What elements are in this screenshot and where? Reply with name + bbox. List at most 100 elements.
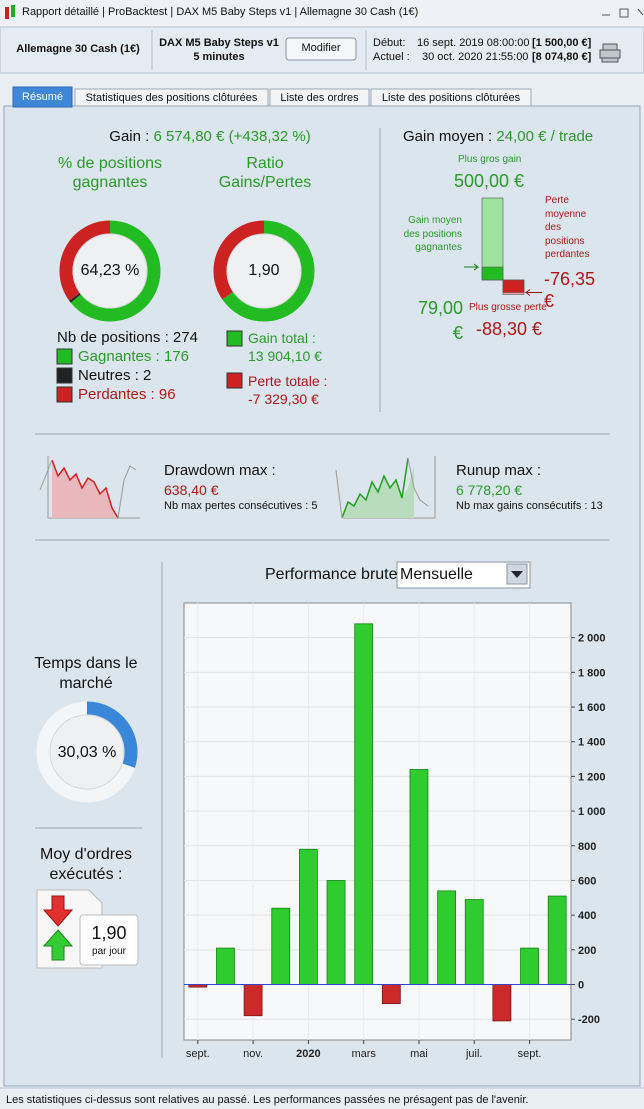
tab-label[interactable]: Liste des positions clôturées xyxy=(381,92,521,104)
window-tab[interactable]: ProBacktest xyxy=(108,6,168,18)
donut-segment xyxy=(213,220,265,300)
avg-gain-label: Gain moyen : xyxy=(403,128,493,145)
y-tick-label: 2 000 xyxy=(578,633,606,645)
label: Neutres : xyxy=(78,367,139,384)
window-tabs: Rapport détaillé | ProBacktest | DAX M5 … xyxy=(22,6,419,18)
value: 2 xyxy=(143,367,152,384)
drawdown-label: Drawdown max : xyxy=(164,462,276,479)
gain-label: Gain : xyxy=(109,128,150,145)
y-tick-label: 200 xyxy=(578,945,596,957)
bar xyxy=(354,623,374,985)
orders-unit: par jour xyxy=(92,946,126,957)
bar xyxy=(520,947,539,985)
donut-center xyxy=(49,714,125,790)
x-tick-label: mars xyxy=(351,1048,376,1060)
positions-neutral: Neutres : 2 xyxy=(78,367,151,384)
avg-win-bar xyxy=(481,266,504,281)
window-tab[interactable]: Rapport détaillé xyxy=(22,6,100,18)
positions-total: Nb de positions : 274 xyxy=(57,329,198,346)
legend-swatch xyxy=(226,330,243,347)
loss-total-value: -7 329,30 € xyxy=(248,391,319,407)
donut-segment xyxy=(59,220,111,301)
modify-button-label[interactable]: Modifier xyxy=(301,42,341,54)
avg-gain: Gain moyen : 24,00 € / trade xyxy=(403,128,593,145)
y-tick-label: 0 xyxy=(578,980,584,992)
avg-win-value: 79,00 € xyxy=(417,298,463,343)
runup-sparkline xyxy=(335,456,436,519)
period-value[interactable]: Mensuelle xyxy=(400,566,473,583)
y-tick-label: 1 200 xyxy=(578,771,606,783)
strategy: DAX M5 Baby Steps v1 xyxy=(159,37,279,49)
y-tick-label: 400 xyxy=(578,910,596,922)
donut-segment xyxy=(86,701,138,768)
legend-swatch xyxy=(56,367,73,384)
pointer xyxy=(524,289,542,296)
current-capital: [8 074,80 €] xyxy=(532,51,592,63)
y-tick-label: 1 600 xyxy=(578,702,606,714)
x-tick-label: 2020 xyxy=(296,1048,320,1060)
bar xyxy=(298,848,318,985)
app-icon xyxy=(5,7,9,19)
legend-swatch xyxy=(56,348,73,365)
tab[interactable] xyxy=(269,88,370,107)
orders-label: Moy d'ordres exécutés : xyxy=(40,846,132,883)
tab-label[interactable]: Résumé xyxy=(22,91,63,103)
runup-label: Runup max : xyxy=(456,462,542,479)
print-icon[interactable] xyxy=(599,43,621,63)
drawdown-note: Nb max pertes consécutives : 5 xyxy=(164,500,318,512)
avg-loss-bar xyxy=(502,279,525,293)
window-tab[interactable]: Allemagne 30 Cash (1€) xyxy=(299,6,419,18)
title-bar xyxy=(0,0,644,26)
win-rate-title: % de positions gagnantes xyxy=(57,155,163,191)
max-loss-label: Plus grosse perte xyxy=(469,302,547,313)
time-in-market-value: 30,03 % xyxy=(57,744,117,761)
y-tick-label: 1 400 xyxy=(578,737,606,749)
bar xyxy=(326,880,346,985)
gain-total-label: Gain total : xyxy=(248,330,316,346)
drawdown-sparkline xyxy=(39,456,140,519)
y-tick-label: 600 xyxy=(578,875,596,887)
legend-swatch xyxy=(56,386,73,403)
app-icon xyxy=(11,5,15,17)
label: Nb de positions : xyxy=(57,329,169,346)
y-tick-label: -200 xyxy=(578,1014,600,1026)
x-tick-label: sept. xyxy=(186,1048,210,1060)
y-tick-label: 800 xyxy=(578,841,596,853)
tab-active[interactable] xyxy=(12,86,73,108)
footer-note: Les statistiques ci-dessus sont relative… xyxy=(6,1094,529,1106)
value: 274 xyxy=(172,329,198,346)
tab[interactable] xyxy=(370,88,532,107)
tab[interactable] xyxy=(74,88,269,107)
label: Perdantes : xyxy=(78,386,155,403)
modify-button[interactable] xyxy=(285,37,357,61)
value: 96 xyxy=(158,386,176,403)
donut-segment xyxy=(222,220,315,322)
donut-segment xyxy=(69,293,81,303)
donut-center xyxy=(226,233,302,309)
tab-label[interactable]: Statistiques des positions clôturées xyxy=(85,92,258,104)
tab-label[interactable]: Liste des ordres xyxy=(280,92,359,104)
bar xyxy=(437,890,457,985)
y-tick-label: 1 000 xyxy=(578,806,606,818)
window-buttons[interactable] xyxy=(602,8,644,18)
max-gain-label: Plus gros gain xyxy=(458,154,522,165)
gain-value: 6 574,80 € (+438,32 %) xyxy=(153,128,311,145)
value: 176 xyxy=(163,348,189,365)
positions-winners: Gagnantes : 176 xyxy=(78,348,189,365)
pointer xyxy=(464,263,480,271)
x-tick-label: nov. xyxy=(243,1048,263,1060)
avg-loss-label: Perte moyenne des positions perdantes xyxy=(545,195,590,260)
time-in-market-label: Temps dans le marché xyxy=(34,655,138,692)
bar xyxy=(243,984,263,1017)
bar xyxy=(381,984,401,1004)
positions-losers: Perdantes : 96 xyxy=(78,386,176,403)
x-tick-label: juil. xyxy=(465,1048,483,1060)
timeframe: 5 minutes xyxy=(193,51,245,63)
loss-total-label: Perte totale : xyxy=(248,373,328,389)
max-gain-value: 500,00 € xyxy=(454,171,525,191)
bar xyxy=(271,907,291,985)
window-tab[interactable]: DAX M5 Baby Steps v1 xyxy=(176,6,292,18)
avg-win-label: Gain moyen des positions gagnantes xyxy=(403,215,462,253)
avg-gain-value: 24,00 € / trade xyxy=(496,128,594,145)
